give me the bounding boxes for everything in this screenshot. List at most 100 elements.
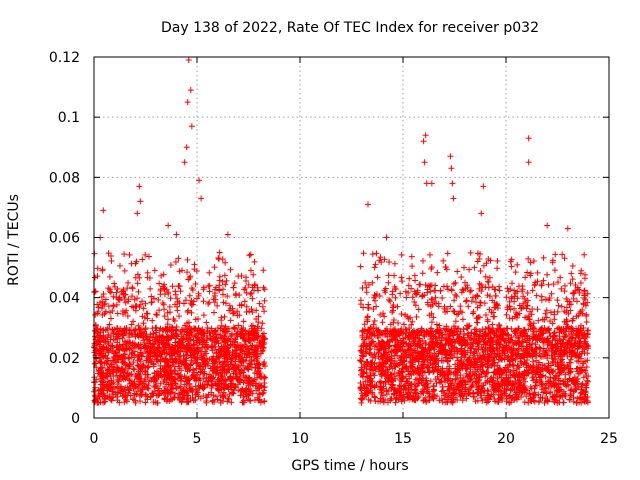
data-point — [222, 300, 229, 307]
data-point — [476, 373, 483, 380]
data-point — [474, 258, 481, 265]
data-point — [388, 330, 395, 337]
data-point — [152, 338, 159, 345]
data-point — [225, 336, 232, 343]
data-point — [109, 342, 116, 349]
data-point — [139, 334, 146, 341]
data-point — [259, 303, 266, 310]
data-point — [557, 274, 564, 281]
data-point — [144, 336, 151, 343]
data-point — [363, 385, 370, 392]
data-point — [218, 317, 225, 324]
data-point — [562, 371, 569, 378]
data-point — [230, 324, 237, 331]
data-point — [130, 345, 137, 352]
data-point — [486, 394, 493, 401]
data-point — [358, 396, 365, 403]
data-point — [423, 399, 430, 406]
data-point — [406, 325, 413, 332]
data-point — [531, 391, 538, 398]
data-point — [368, 382, 375, 389]
data-point — [435, 303, 442, 310]
data-point — [95, 332, 102, 339]
data-point — [431, 387, 438, 394]
data-point — [367, 397, 374, 404]
data-point — [230, 284, 237, 291]
data-point — [104, 367, 111, 374]
data-point — [527, 272, 534, 279]
data-point — [140, 333, 147, 340]
data-point — [450, 395, 457, 402]
data-point — [423, 340, 430, 347]
data-point — [381, 256, 388, 263]
data-point — [208, 336, 215, 343]
data-point — [420, 361, 427, 368]
data-point — [261, 297, 268, 304]
data-point — [552, 251, 559, 258]
data-point — [185, 376, 192, 383]
data-point — [238, 367, 245, 374]
data-point — [114, 347, 121, 354]
data-point — [463, 395, 470, 402]
data-point — [222, 338, 229, 345]
data-point — [582, 302, 589, 309]
data-point — [166, 344, 173, 351]
data-point — [387, 298, 394, 305]
data-point — [397, 290, 404, 297]
data-point — [110, 302, 117, 309]
data-point — [110, 379, 117, 386]
data-point — [387, 397, 394, 404]
data-point — [577, 270, 584, 277]
data-point — [515, 283, 522, 290]
data-point — [220, 299, 227, 306]
data-point — [121, 347, 128, 354]
data-point — [403, 294, 410, 301]
data-point — [184, 377, 191, 384]
data-point — [497, 391, 504, 398]
data-point — [400, 383, 407, 390]
data-point — [485, 398, 492, 405]
data-point — [410, 368, 417, 375]
data-point — [167, 356, 174, 363]
data-point — [123, 396, 130, 403]
data-point — [432, 294, 439, 301]
data-point — [406, 333, 413, 340]
data-point — [174, 295, 181, 302]
data-point — [485, 256, 492, 263]
data-point — [467, 368, 474, 375]
data-point — [482, 373, 489, 380]
data-point — [512, 356, 519, 363]
data-point — [142, 300, 149, 307]
data-point — [221, 332, 228, 339]
data-point — [172, 376, 179, 383]
data-point — [413, 314, 420, 321]
data-point — [140, 362, 147, 369]
data-point — [184, 256, 191, 263]
data-point — [503, 294, 510, 301]
data-point — [213, 284, 220, 291]
data-point — [117, 354, 124, 361]
data-point — [571, 388, 578, 395]
data-point — [378, 341, 385, 348]
data-point — [453, 293, 460, 300]
data-point — [172, 357, 179, 364]
data-point — [494, 375, 501, 382]
data-point — [145, 352, 152, 359]
data-point — [126, 345, 133, 352]
data-point — [451, 297, 458, 304]
data-point — [112, 366, 119, 373]
data-point — [464, 332, 471, 339]
data-point — [408, 371, 415, 378]
data-point — [197, 366, 204, 373]
data-point — [548, 342, 555, 349]
data-point — [204, 381, 211, 388]
data-point — [96, 351, 103, 358]
data-point — [171, 317, 178, 324]
data-point — [223, 369, 230, 376]
data-point — [423, 377, 430, 384]
data-point — [397, 340, 404, 347]
data-point — [435, 350, 442, 357]
data-point — [538, 386, 545, 393]
data-point — [481, 390, 488, 397]
data-point — [100, 337, 107, 344]
